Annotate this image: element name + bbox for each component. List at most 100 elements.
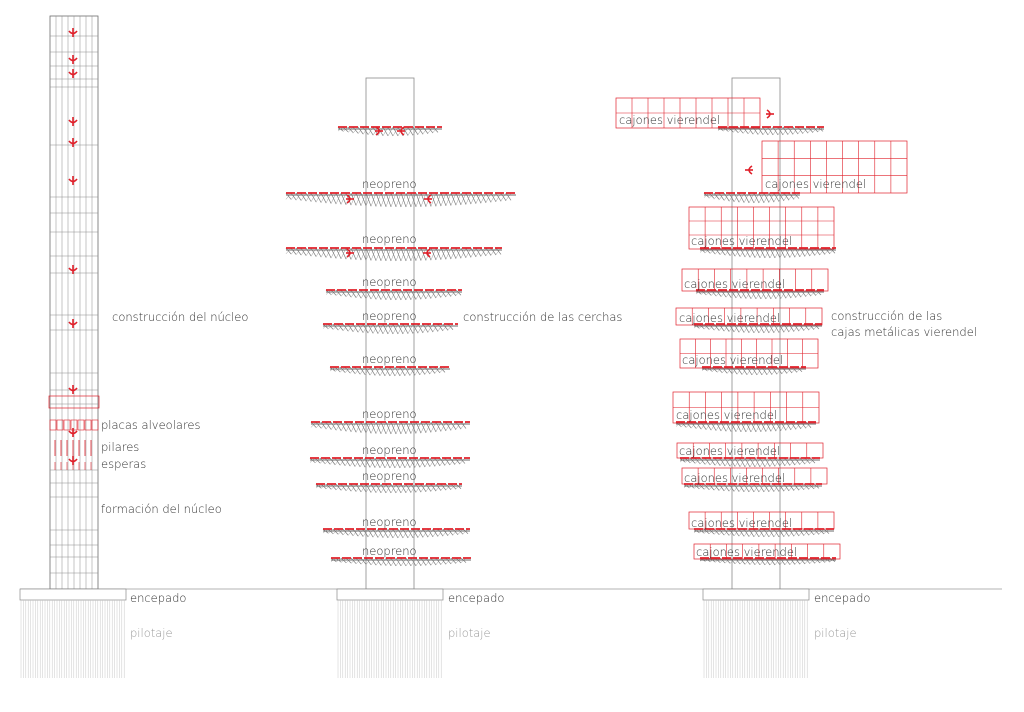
neoprene-label: neopreno bbox=[362, 407, 417, 421]
red-arrow-icon bbox=[68, 28, 78, 37]
vierendel-box bbox=[688, 511, 835, 530]
hollow-slab-cell bbox=[70, 419, 78, 431]
box-label: cajones vierendel bbox=[676, 408, 777, 422]
truss-level bbox=[703, 192, 800, 204]
label-pile-cap: encepado bbox=[448, 591, 504, 605]
red-arrow-icon bbox=[68, 265, 78, 274]
box-label: cajones vierendel bbox=[682, 353, 783, 367]
hollow-slabs-detail bbox=[48, 395, 100, 470]
red-arrow-icon bbox=[68, 55, 78, 64]
truss-levels bbox=[285, 126, 516, 567]
vierendel-box bbox=[761, 140, 908, 194]
label-piling: pilotaje bbox=[130, 626, 173, 640]
truss-level bbox=[322, 323, 458, 335]
truss-level bbox=[325, 289, 462, 301]
neoprene-label: neopreno bbox=[362, 469, 417, 483]
red-arrow-icon bbox=[68, 385, 78, 394]
red-arrow-icon bbox=[424, 194, 432, 204]
label-piling: pilotaje bbox=[814, 626, 857, 640]
vierendel-box bbox=[688, 206, 835, 250]
pile-cap bbox=[336, 588, 444, 601]
truss-level bbox=[285, 192, 516, 208]
pile-cap bbox=[19, 588, 127, 601]
label-piling: pilotaje bbox=[448, 626, 491, 640]
box-label: cajones vierendel bbox=[696, 545, 797, 559]
red-arrow-icon bbox=[68, 138, 78, 147]
truss-level bbox=[683, 483, 822, 493]
red-arrow-icon bbox=[346, 248, 354, 258]
vierendel-box bbox=[679, 338, 819, 369]
neoprene-label: neopreno bbox=[362, 232, 417, 246]
truss-level bbox=[693, 323, 822, 334]
vierendel-box bbox=[681, 268, 829, 292]
hollow-slab bbox=[48, 395, 100, 409]
red-arrow-icon bbox=[68, 176, 78, 185]
pile-cap-and-piles bbox=[19, 588, 127, 678]
box-label: cajones vierendel bbox=[679, 311, 780, 325]
vierendel-box bbox=[676, 442, 824, 459]
hollow-slab-cell bbox=[84, 419, 92, 431]
label-core-construction: construcción del núcleo bbox=[112, 310, 248, 324]
label-pile-cap: encepado bbox=[130, 591, 186, 605]
box-label: cajones vierendel bbox=[684, 277, 785, 291]
label-starter-bars: esperas bbox=[101, 457, 146, 471]
label-core-formation: formación del núcleo bbox=[101, 502, 222, 516]
hollow-slab-cell bbox=[77, 419, 85, 431]
label-boxes-construction-1: construcción de las bbox=[831, 309, 942, 323]
stage-vierendel-boxes: cajones vierendel cajones vierendel cajo… bbox=[615, 77, 977, 678]
red-arrow-icon bbox=[68, 428, 78, 437]
box-arrows bbox=[745, 109, 774, 175]
label-pillars: pilares bbox=[101, 440, 139, 454]
core-tower bbox=[49, 15, 99, 590]
truss-level bbox=[310, 421, 470, 435]
red-arrow-icon bbox=[68, 117, 78, 126]
truss-level bbox=[337, 126, 442, 137]
hollow-slab-cell bbox=[49, 419, 57, 431]
vierendel-box bbox=[675, 307, 823, 326]
truss-level bbox=[285, 247, 502, 262]
box-label: cajones vierendel bbox=[619, 113, 720, 127]
red-arrow-icon bbox=[745, 165, 753, 175]
red-arrow-icon bbox=[423, 248, 431, 258]
red-arrow-icon bbox=[375, 126, 383, 136]
neoprene-label: neopreno bbox=[362, 515, 417, 529]
vierendel-box bbox=[693, 543, 841, 560]
box-label: cajones vierendel bbox=[684, 471, 785, 485]
red-arrow-icon bbox=[68, 319, 78, 328]
pile-cap-and-piles bbox=[702, 588, 810, 678]
label-pile-cap: encepado bbox=[814, 591, 870, 605]
truss-level bbox=[330, 557, 471, 567]
truss-level bbox=[309, 457, 470, 469]
pile-cap-and-piles bbox=[336, 588, 444, 678]
vierendel-box bbox=[615, 97, 761, 129]
box-label: cajones vierendel bbox=[765, 177, 866, 191]
hollow-slab-cell bbox=[91, 419, 99, 431]
hollow-slab-cell bbox=[56, 419, 64, 431]
truss-level bbox=[329, 366, 450, 377]
red-arrow-icon bbox=[397, 126, 405, 136]
red-arrow-icon bbox=[766, 109, 774, 119]
neoprene-label: neopreno bbox=[362, 309, 417, 323]
box-label: cajones vierendel bbox=[691, 516, 792, 530]
truss-level bbox=[322, 528, 470, 539]
box-label: cajones vierendel bbox=[679, 444, 780, 458]
core-arrows bbox=[68, 28, 78, 465]
label-hollow-slabs: placas alveolares bbox=[101, 418, 201, 432]
pile-cap bbox=[702, 588, 810, 601]
stage-trusses: neopreno neopreno neopreno neopreno neop… bbox=[285, 77, 622, 678]
neoprene-label: neopreno bbox=[362, 275, 417, 289]
neoprene-label: neopreno bbox=[362, 352, 417, 366]
vierendel-box bbox=[672, 391, 820, 424]
truss-level bbox=[699, 247, 836, 259]
label-truss-construction: construcción de las cerchas bbox=[463, 310, 622, 324]
stage-core: construcción del núcleo placas alveolare… bbox=[19, 15, 248, 678]
red-arrow-icon bbox=[346, 194, 354, 204]
truss-level bbox=[315, 483, 462, 494]
neoprene-label: neopreno bbox=[362, 443, 417, 457]
vierendel-box bbox=[681, 467, 828, 485]
label-boxes-construction-2: cajas metálicas vierendel bbox=[831, 325, 977, 339]
vierendel-boxes bbox=[615, 97, 908, 560]
hollow-slab-cell bbox=[63, 419, 71, 431]
truss-level bbox=[675, 421, 816, 433]
